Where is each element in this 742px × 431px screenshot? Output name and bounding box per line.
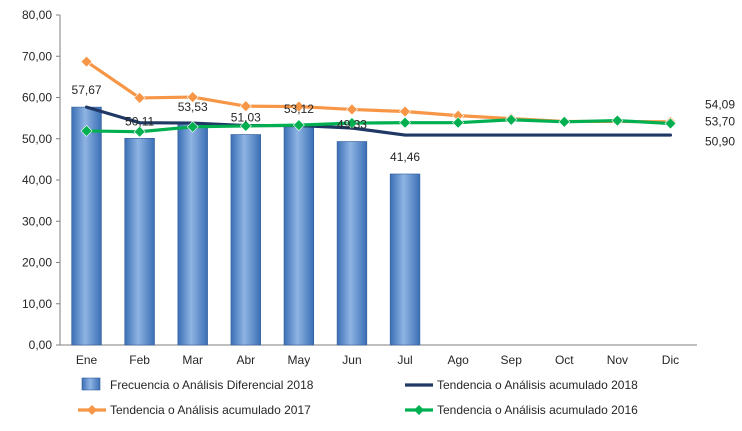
bar-data-label: 53,53 bbox=[178, 100, 208, 114]
x-tick-label: Jul bbox=[397, 353, 412, 367]
x-tick-label: Ene bbox=[76, 353, 98, 367]
bar-data-label: 57,67 bbox=[72, 83, 102, 97]
y-tick-label: 80,00 bbox=[22, 8, 52, 22]
series-point bbox=[292, 100, 305, 113]
legend: Frecuencia o Análisis Diferencial 2018 Te… bbox=[78, 377, 638, 417]
series-point bbox=[558, 115, 571, 128]
x-tick-label: Mar bbox=[182, 353, 203, 367]
series-point bbox=[133, 125, 146, 138]
bar bbox=[389, 173, 421, 346]
series-point bbox=[186, 120, 199, 133]
series-point bbox=[505, 113, 518, 126]
series-point bbox=[239, 100, 252, 113]
x-tick-label: Feb bbox=[129, 353, 150, 367]
series-point bbox=[346, 117, 358, 129]
y-tick-label: 30,00 bbox=[22, 214, 52, 228]
series-point bbox=[80, 55, 93, 68]
series-line bbox=[84, 105, 673, 137]
bar-data-label: 50,11 bbox=[125, 114, 154, 128]
y-tick-label: 10,00 bbox=[22, 297, 52, 311]
legend-marker bbox=[414, 405, 424, 415]
legend-marker bbox=[87, 405, 97, 415]
x-tick-label: May bbox=[288, 353, 311, 367]
bar-data-label: 51,03 bbox=[231, 111, 261, 125]
legend-label: Tendencia o Análisis acumulado 2016 bbox=[437, 403, 638, 417]
series-point bbox=[239, 120, 252, 132]
legend-label: Tendencia o Análisis acumulado 2017 bbox=[110, 403, 311, 417]
bar bbox=[124, 137, 155, 346]
bar-data-label: 49,33 bbox=[337, 118, 367, 132]
x-tick-label: Ago bbox=[447, 353, 469, 367]
bar bbox=[230, 134, 261, 346]
series-point bbox=[611, 114, 624, 127]
series-point bbox=[452, 116, 465, 129]
y-tick-label: 0,00 bbox=[29, 338, 53, 352]
series-point bbox=[399, 116, 411, 129]
series-point bbox=[346, 103, 358, 116]
y-tick-label: 70,00 bbox=[22, 49, 52, 63]
axes: 0,00 10,00 20,00 30,00 40,00 50,00 60,00 70,00 8… bbox=[22, 8, 697, 367]
y-tick-label: 50,00 bbox=[22, 132, 52, 146]
y-tick-label: 40,00 bbox=[22, 173, 52, 187]
bar bbox=[177, 123, 208, 346]
bar bbox=[71, 106, 102, 346]
bar-data-label: 53,12 bbox=[284, 102, 314, 116]
series-end-label: 53,70 bbox=[705, 114, 735, 128]
y-tick-label: 20,00 bbox=[22, 256, 52, 270]
series-point bbox=[133, 91, 146, 104]
x-tick-label: Sep bbox=[501, 353, 523, 367]
x-tick-label: Dic bbox=[662, 353, 679, 367]
bar bbox=[283, 125, 315, 346]
series-end-label: 54,09 bbox=[705, 97, 735, 111]
bar-data-label: 41,46 bbox=[390, 150, 420, 164]
lines bbox=[80, 55, 677, 138]
series-point bbox=[399, 105, 411, 118]
series-point bbox=[80, 124, 93, 137]
bars bbox=[71, 106, 421, 346]
x-tick-label: Oct bbox=[555, 353, 574, 367]
legend-label: Frecuencia o Análisis Diferencial 2018 bbox=[110, 378, 314, 392]
bar bbox=[336, 141, 368, 346]
series-point bbox=[292, 119, 305, 132]
data-labels: 57,67 50,11 53,53 51,03 53,12 49,33 41,46 50,90… bbox=[72, 83, 736, 164]
y-tick-label: 60,00 bbox=[22, 91, 52, 105]
series-line bbox=[84, 118, 673, 134]
series-point bbox=[664, 117, 677, 130]
x-tick-label: Nov bbox=[607, 353, 628, 367]
x-tick-label: Abr bbox=[236, 353, 255, 367]
series-point bbox=[186, 91, 199, 104]
series-end-label: 50,90 bbox=[705, 134, 735, 148]
legend-label: Tendencia o Análisis acumulado 2018 bbox=[437, 378, 638, 392]
x-tick-label: Jun bbox=[342, 353, 361, 367]
series-line bbox=[84, 60, 673, 124]
legend-swatch bbox=[81, 377, 101, 391]
